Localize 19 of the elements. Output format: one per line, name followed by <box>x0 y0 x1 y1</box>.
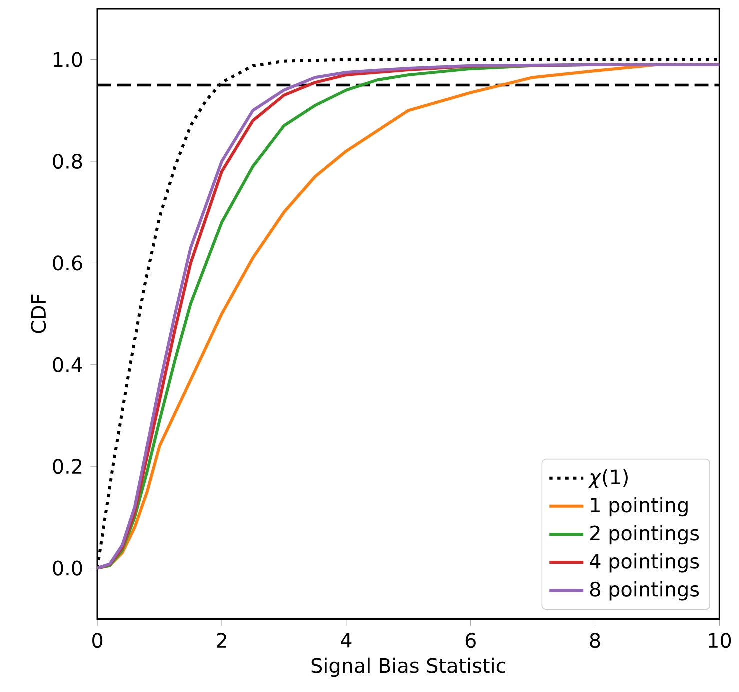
y-tick-label: 0.8 <box>53 154 82 170</box>
y-axis-title: CDF <box>31 294 46 334</box>
legend-label: χ(1) <box>588 469 628 489</box>
y-tick-label: 0.6 <box>53 256 82 271</box>
legend-label: 1 pointing <box>591 497 688 517</box>
y-tick-label: 0.0 <box>53 560 82 576</box>
y-tick-label: 1.0 <box>54 52 82 68</box>
x-tick-label: 8 <box>590 633 600 648</box>
x-tick-label: 6 <box>466 633 476 648</box>
x-tick-label: 10 <box>709 633 732 648</box>
x-tick-label: 0 <box>92 633 103 648</box>
x-tick-label: 4 <box>341 633 352 648</box>
legend-label: 8 pointings <box>590 582 700 601</box>
y-tick-label: 0.4 <box>53 357 82 373</box>
legend-label: 2 pointings <box>590 525 700 545</box>
x-axis-title: Signal Bias Statistic <box>312 658 506 678</box>
y-tick-label: 0.2 <box>53 459 82 474</box>
legend-label: 4 pointings <box>590 554 700 573</box>
x-tick-label: 2 <box>217 633 226 648</box>
